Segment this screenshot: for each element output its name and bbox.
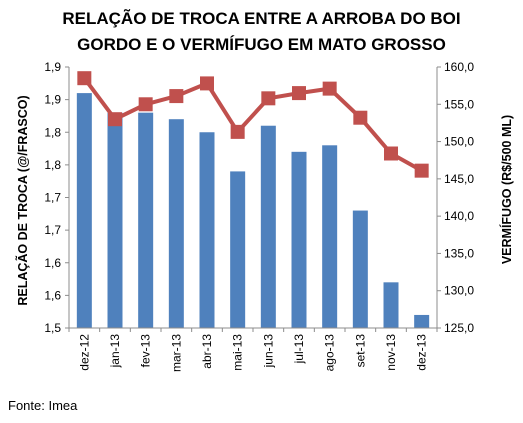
line-marker-fev-13	[138, 97, 153, 112]
bar-jan-13	[107, 112, 123, 328]
x-tick-label-nov-13: nov-13	[384, 334, 398, 371]
left-tick-label: 1,5	[44, 321, 61, 335]
vermifugo-line	[82, 76, 423, 173]
x-tick-label-mai-13: mai-13	[231, 334, 245, 371]
line-marker-mai-13	[230, 124, 245, 139]
chart-title-line-2: GORDO E O VERMÍFUGO EM MATO GROSSO	[77, 35, 446, 54]
line-marker-jun-13	[261, 91, 276, 106]
left-tick-label: 1,9	[44, 93, 61, 107]
x-tick-label-dez-12: dez-12	[77, 334, 91, 371]
x-tick-label-dez-13: dez-13	[415, 334, 429, 371]
chart-title: RELAÇÃO DE TROCA ENTRE A ARROBA DO BOI G…	[0, 6, 523, 58]
line-marker-ago-13	[322, 81, 337, 96]
x-tick-label-fev-13: fev-13	[139, 334, 153, 368]
bar-abr-13	[199, 132, 215, 328]
right-tick-label: 155,0	[444, 97, 474, 111]
right-tick-label: 130,0	[444, 284, 474, 298]
right-tick-label: 145,0	[444, 172, 474, 186]
bar-dez-12	[76, 93, 92, 328]
line-marker-jul-13	[292, 86, 306, 101]
x-tick-label-ago-13: ago-13	[323, 334, 337, 372]
left-tick-label: 1,8	[44, 125, 61, 139]
bar-ago-13	[322, 145, 338, 328]
right-axis-title: VERMÍFUGO (R$/500 ML)	[499, 115, 514, 264]
line-marker-mar-13	[169, 89, 184, 104]
line-marker-dez-12	[77, 71, 92, 86]
x-tick-label-abr-13: abr-13	[200, 334, 214, 369]
bar-fev-13	[138, 112, 154, 328]
source-note: Fonte: Imea	[8, 398, 78, 413]
right-tick-label: 135,0	[444, 246, 474, 260]
left-tick-label: 1,6	[44, 256, 61, 270]
x-tick-label-mar-13: mar-13	[169, 334, 183, 372]
left-tick-label: 1,6	[44, 288, 61, 302]
left-tick-label: 1,7	[44, 223, 61, 237]
x-tick-label-jun-13: jun-13	[261, 334, 275, 369]
x-tick-label-jul-13: jul-13	[292, 334, 306, 365]
right-tick-label: 160,0	[444, 60, 474, 74]
bar-jun-13	[260, 125, 276, 328]
x-tick-label-set-13: set-13	[353, 334, 367, 368]
bar-nov-13	[383, 282, 399, 328]
line-marker-dez-13	[414, 163, 429, 178]
left-tick-label: 1,9	[44, 60, 61, 74]
right-tick-label: 140,0	[444, 209, 474, 223]
line-marker-nov-13	[384, 146, 398, 161]
bar-mai-13	[230, 171, 246, 328]
left-axis-title: RELAÇÃO DE TROCA (@/FRASCO)	[15, 95, 30, 305]
line-marker-set-13	[353, 110, 368, 125]
x-tick-label-jan-13: jan-13	[108, 334, 122, 369]
bar-set-13	[352, 210, 368, 328]
bar-jul-13	[291, 151, 307, 328]
right-tick-label: 150,0	[444, 135, 474, 149]
right-tick-label: 125,0	[444, 321, 474, 335]
line-marker-jan-13	[108, 112, 122, 127]
left-tick-label: 1,8	[44, 158, 61, 172]
bar-mar-13	[168, 119, 184, 328]
left-tick-label: 1,7	[44, 191, 61, 205]
bar-dez-13	[414, 314, 430, 328]
chart-title-line-1: RELAÇÃO DE TROCA ENTRE A ARROBA DO BOI	[62, 9, 461, 28]
line-marker-abr-13	[200, 76, 214, 91]
